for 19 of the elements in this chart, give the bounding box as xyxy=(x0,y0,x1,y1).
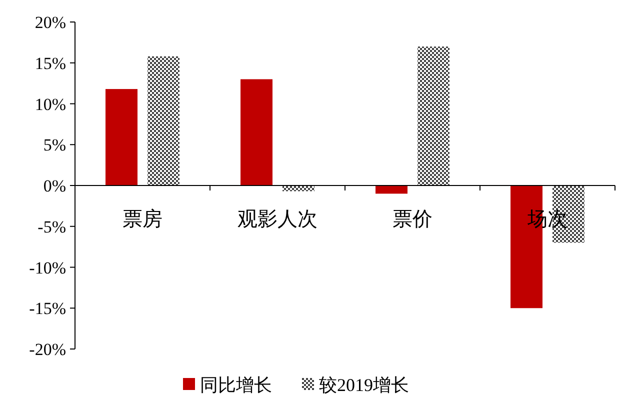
legend-label: 较2019增长 xyxy=(319,375,409,395)
bar xyxy=(418,46,450,186)
x-tick-label: 观影人次 xyxy=(238,208,318,230)
bar xyxy=(106,89,138,186)
bar xyxy=(376,186,408,194)
x-tick-label: 票价 xyxy=(392,208,432,230)
x-tick-label: 票房 xyxy=(122,208,162,230)
y-tick-label: 5% xyxy=(43,136,66,155)
bar xyxy=(148,56,180,186)
legend-label: 同比增长 xyxy=(200,375,272,395)
y-tick-label: 15% xyxy=(34,54,66,73)
y-tick-label: 0% xyxy=(43,176,66,196)
y-tick-label: -10% xyxy=(29,258,66,278)
y-tick-label: -5% xyxy=(38,217,66,236)
y-tick-label: 20% xyxy=(34,13,66,32)
bar xyxy=(240,79,272,186)
y-tick-label: -15% xyxy=(29,299,66,318)
y-tick-label: -20% xyxy=(29,340,66,359)
y-tick-label: 10% xyxy=(34,94,66,114)
